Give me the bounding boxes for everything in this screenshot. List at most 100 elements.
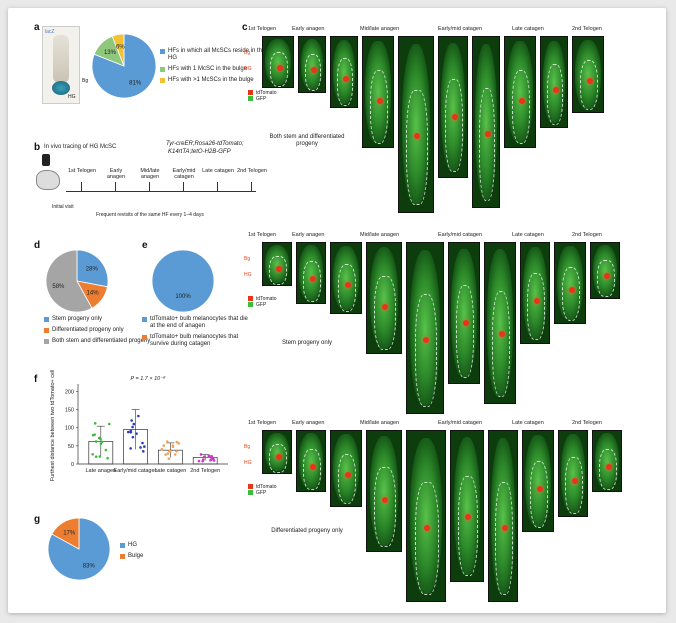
follicle-outline [269,52,289,87]
pie-a-legend-item: HFs with 1 McSC in the bulge [160,66,270,73]
pie-d-legend-text: Stem progeny only [52,316,103,322]
pie-g-legend-item: HG [120,542,200,549]
tdtomato-cell [424,524,431,531]
f-data-point [141,450,145,453]
tdtomato-cell [465,513,472,520]
pie-e-legend-swatch [142,317,147,322]
follicle-outline [546,64,564,125]
f-data-point [141,441,144,445]
pie-g-slice-label-1: 17% [63,530,76,536]
panel-a-label: a [34,22,40,33]
hg-marker: HG [244,66,252,72]
f-data-point [210,454,214,458]
pie-e-slice-label-0: 100% [175,294,191,300]
tdtomato-cell [518,97,525,104]
gfp-swatch [248,96,253,102]
microscopy-tile [296,430,326,492]
f-y-tick-label: 150 [65,407,74,413]
pie-a-slice-label-2: 6% [116,45,125,51]
follicle-outline [374,467,396,547]
pie-g-legend-text: Bulge [128,553,144,559]
f-x-tick-label: Early/mid catagen [114,468,158,474]
microscopy-tile [438,36,468,178]
follicle-shape [53,35,69,83]
gfp-swatch [248,490,253,496]
stage-header: Early anagen [292,26,325,32]
f-y-label: Furthest distance between two tdTomato+ … [50,370,56,481]
f-data-point [132,422,136,426]
follicle-outline [597,259,615,298]
panel-g-pie: 83% 17% [47,517,111,581]
tdtomato-cell [533,298,540,304]
stage-header: Late catagen [512,232,544,238]
hg-blue-stain [52,81,70,95]
pie-d-legend-swatch [44,339,49,344]
microscopy-tile [406,242,444,414]
follicle-outline [527,273,545,340]
f-y-tick-label: 50 [68,444,74,450]
f-x-tick-label: Late catagen [154,468,186,474]
microscopy-tile [592,430,622,492]
f-data-point [137,414,140,418]
follicle-outline [458,476,478,576]
pie-a-legend-swatch [160,49,165,54]
pie-d-legend-item: Differentiated progeny only [44,327,154,334]
timeline-stage: Early/mid catagen [172,168,196,180]
panel-f-label: f [34,374,38,385]
panel-a-photo: lacZ [42,26,80,104]
f-data-point [167,457,171,461]
panel-e-legend: tdTomato+ bulb melanocytes that die at t… [142,316,252,352]
tdtomato-swatch [248,90,253,96]
row-caption: Stem progeny only [281,340,333,346]
microscopy-tile [590,242,620,299]
f-data-point [126,430,130,434]
tdtomato-swatch [248,484,253,490]
tdtomato-cell [605,464,612,470]
stage-header: Late catagen [512,26,544,32]
microscopy-tile [330,430,362,507]
microscopy-tile [366,430,402,552]
bg-marker: Bg [244,50,251,56]
microscopy-tile [330,242,362,314]
panel-d-label: d [34,240,41,251]
pie-a-legend-text: HFs with >1 McSCs in the bulge [168,77,254,83]
follicle-outline [511,70,531,144]
panel-a-legend: HFs in which all McSCs reside in the HG H… [160,48,270,88]
stage-header: 1st Telogen [248,26,277,32]
stage-header: 2nd Telogen [572,232,602,238]
microscopy-tile [362,36,394,148]
microscopy-tile [504,36,536,148]
f-data-point [175,440,179,444]
f-data-point [99,437,102,441]
panel-d-legend: Stem progeny only Differentiated progeny … [44,316,154,349]
follicle-outline [414,294,438,407]
hg-marker: HG [244,460,252,466]
revisits-label: Frequent revisits of the same HF every 1… [96,212,204,218]
f-y-tick-label: 100 [65,426,74,432]
tdtomato-cell [275,454,282,461]
photo-hg-label: HG [68,94,76,100]
microscopy-tile [558,430,588,517]
pie-g-legend-item: Bulge [120,553,200,560]
timeline-stage: Early anagen [106,168,126,180]
f-data-point [131,435,135,439]
pie-a-legend-item: HFs with >1 McSCs in the bulge [160,77,270,84]
panel-c-image-grid: 1st Telogen Early anagen Mid/late anagen Ea… [242,22,660,602]
f-x-tick-label: 2nd Telogen [190,468,220,474]
tdtomato-legend: tdTomato [256,484,277,490]
figure-card: a lacZ Bg HG 81% 13% 6% HFs in which all M… [8,8,666,613]
pie-d-legend-swatch [44,328,49,333]
panel-c-label: c [242,22,248,33]
f-data-point [166,452,170,455]
f-data-point [94,440,98,443]
f-x-tick-label: Late anagen [86,468,117,474]
microscopy-tile [406,430,446,602]
microscopy-tile [448,242,480,384]
c-legend: tdTomato GFP [248,484,277,496]
f-data-point [131,425,134,429]
gfp-legend: GFP [256,96,267,102]
pie-d-slice-0 [76,249,109,288]
pie-e-legend-text: tdTomato+ bulb melanocytes that die at t… [150,316,248,329]
f-data-point [98,455,102,458]
tdtomato-cell [342,75,349,82]
